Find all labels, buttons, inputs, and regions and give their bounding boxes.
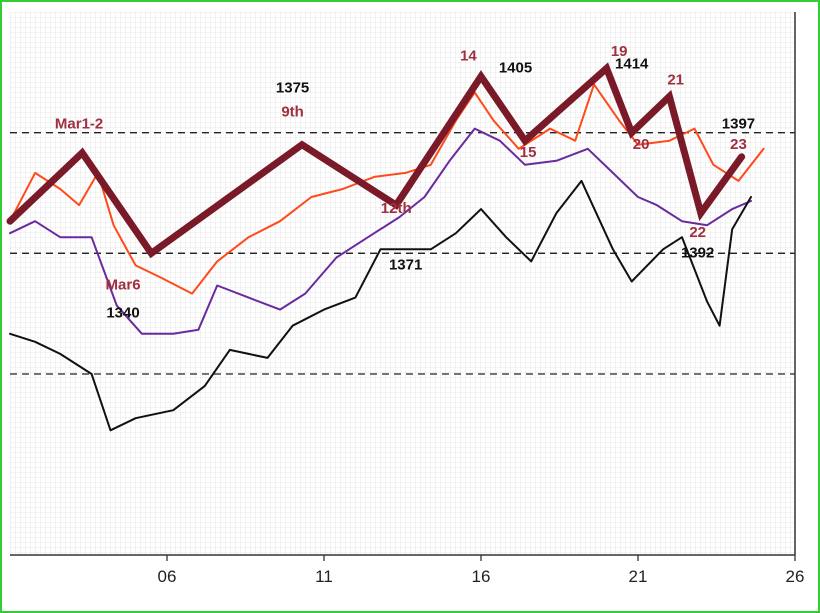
annotation-label: Mar6: [106, 277, 141, 294]
x-tick-label: 06: [158, 567, 177, 586]
annotation-price-label: 1392: [681, 244, 714, 261]
series-layer: [6, 62, 765, 432]
annotation-layer: Mar1-2Mar6134013759th12th137114140515191…: [55, 43, 755, 321]
annotation-label: 19: [611, 43, 628, 60]
annotation-label: 15: [520, 144, 537, 161]
reference-lines: [10, 132, 795, 375]
annotation-price-label: 1371: [389, 256, 422, 273]
annotation-label: 23: [730, 136, 747, 153]
annotation-label: 20: [633, 136, 650, 153]
x-tick-label: 16: [472, 567, 491, 586]
x-tick-label: 26: [786, 567, 805, 586]
price-series-line-1: [9, 127, 752, 335]
annotation-label: 9th: [281, 104, 304, 121]
annotation-price-label: 1397: [722, 116, 755, 133]
annotation-price-label: 1414: [615, 55, 649, 72]
tick-layer: 06 11 16 21 26: [158, 555, 805, 586]
zigzag-series-line: [6, 62, 746, 259]
price-series-line-2: [9, 179, 752, 432]
annotation-label: 12th: [381, 200, 412, 217]
x-tick-label: 21: [629, 567, 648, 586]
annotation-label: 14: [460, 47, 477, 64]
price-series-line-0: [9, 83, 765, 295]
x-tick-label: 11: [315, 567, 333, 586]
annotation-price-label: 1405: [499, 59, 532, 76]
annotation-label: Mar1-2: [55, 116, 103, 133]
annotation-price-label: 1340: [106, 305, 139, 322]
annotation-label: 21: [667, 71, 684, 88]
annotation-label: 22: [689, 224, 706, 241]
axis-layer: [10, 12, 796, 556]
annotation-price-label: 1375: [276, 79, 309, 96]
